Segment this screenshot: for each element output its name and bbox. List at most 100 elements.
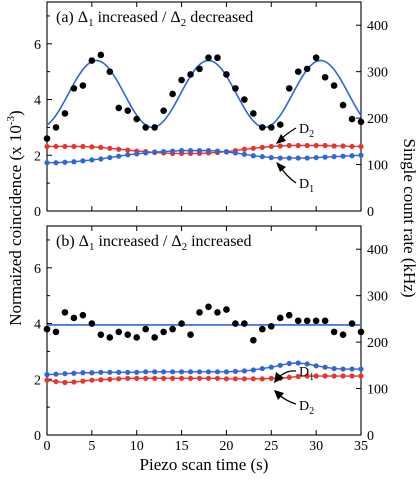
coincidence-point xyxy=(267,323,275,330)
x-tick-label: 15 xyxy=(175,439,189,454)
d1-point xyxy=(268,364,274,370)
d1-point xyxy=(44,372,50,378)
d1-point xyxy=(98,369,104,375)
d1-point xyxy=(134,151,140,157)
coincidence-point xyxy=(259,325,266,333)
coincidence-point xyxy=(285,85,293,92)
coincidence-point xyxy=(294,68,302,75)
d1-point xyxy=(134,369,140,375)
d1-point xyxy=(358,152,364,158)
d1-point xyxy=(152,369,158,375)
panel-a-ticks: 0 2 4 6 0 100 200 300 400 xyxy=(34,2,388,220)
d1-point xyxy=(295,155,301,161)
coincidence-point xyxy=(232,320,239,327)
d2-point xyxy=(125,375,131,381)
x-tick-label: 25 xyxy=(264,439,278,454)
d2-point xyxy=(125,147,131,153)
coincidence-point xyxy=(169,325,176,333)
d2-point xyxy=(53,143,59,150)
coincidence-point xyxy=(241,320,248,327)
d2-point xyxy=(62,379,68,386)
d1-point xyxy=(259,365,265,372)
d1-point xyxy=(322,154,328,160)
d2-point xyxy=(304,373,310,379)
d1-point xyxy=(304,155,310,161)
coincidence-point xyxy=(250,336,257,344)
d2-point xyxy=(152,375,158,381)
d2-point xyxy=(313,142,319,149)
coincidence-point xyxy=(115,104,123,112)
d1-point xyxy=(358,366,364,372)
panel-b-coincidence-points xyxy=(43,303,365,344)
coincidence-point xyxy=(312,54,320,62)
coincidence-point xyxy=(43,135,51,142)
d1-point xyxy=(89,157,95,163)
coincidence-point xyxy=(52,328,60,336)
d1-point xyxy=(223,149,230,155)
d2-point xyxy=(250,376,256,382)
x-tick-label: 35 xyxy=(354,439,368,454)
panel-a-title: (a) Δ1 increased / Δ2 decreased xyxy=(56,9,253,29)
d2-point xyxy=(277,143,283,149)
d1-point xyxy=(250,367,256,373)
panel-a-frame xyxy=(46,1,362,212)
coincidence-point xyxy=(321,317,329,325)
panel-a-annotations: D2 D1 xyxy=(276,122,314,195)
d2-label-b: D2 xyxy=(299,399,314,417)
coincidence-point xyxy=(348,320,356,327)
d2-point xyxy=(241,376,247,382)
d2-point xyxy=(80,378,86,384)
panel-b-annotations: D1 D2 xyxy=(274,365,314,417)
d2-arrowhead-a xyxy=(276,134,286,144)
d2-point xyxy=(259,376,265,382)
d1-point xyxy=(53,371,59,377)
coincidence-point xyxy=(339,331,347,338)
d2-point xyxy=(268,143,274,150)
panel-a-coincidence-points xyxy=(43,51,365,142)
d2-point xyxy=(98,377,104,383)
d2-point xyxy=(241,146,247,152)
coincidence-point xyxy=(160,107,167,114)
d1-point xyxy=(44,160,50,166)
d2-label-a: D2 xyxy=(299,122,314,140)
d1-point xyxy=(295,360,301,366)
d2-point xyxy=(223,376,230,382)
d2-point xyxy=(214,375,221,381)
coincidence-point xyxy=(196,65,203,73)
d2-point xyxy=(170,375,176,381)
d1-point xyxy=(161,148,167,155)
coincidence-point xyxy=(357,118,365,126)
y-left-tick-label: 0 xyxy=(34,205,41,220)
d1-point xyxy=(170,148,176,154)
d2-point xyxy=(340,373,346,379)
d1-point xyxy=(125,152,131,158)
y-right-tick-label: 200 xyxy=(367,112,388,127)
d1-point xyxy=(80,370,86,376)
coincidence-point xyxy=(267,124,275,131)
coincidence-point xyxy=(223,71,230,78)
d2-point xyxy=(286,374,292,381)
d1-point xyxy=(53,160,59,166)
coincidence-point xyxy=(214,309,221,316)
y-right-tick-label: 400 xyxy=(367,19,388,34)
d1-point xyxy=(116,153,122,159)
y-right-tick-label: 100 xyxy=(367,383,388,398)
d1-point xyxy=(322,364,328,370)
d1-point xyxy=(277,362,283,368)
d2-point xyxy=(322,142,328,149)
panel-a-fit xyxy=(46,59,362,129)
d1-point xyxy=(187,369,194,375)
coincidence-point xyxy=(70,314,78,322)
d2-point xyxy=(134,375,140,381)
y-right-tick-label: 300 xyxy=(367,66,388,81)
panel-b-frame xyxy=(46,225,362,436)
coincidence-point xyxy=(61,110,69,117)
d1-point xyxy=(196,148,203,154)
x-tick-label: 30 xyxy=(309,439,323,454)
d1-point xyxy=(331,365,337,372)
coincidence-point xyxy=(97,51,105,59)
y-left-tick-label: 4 xyxy=(34,94,41,109)
y-left-tick-label: 2 xyxy=(34,149,41,164)
coincidence-point xyxy=(151,124,158,131)
coincidence-point xyxy=(88,320,96,327)
